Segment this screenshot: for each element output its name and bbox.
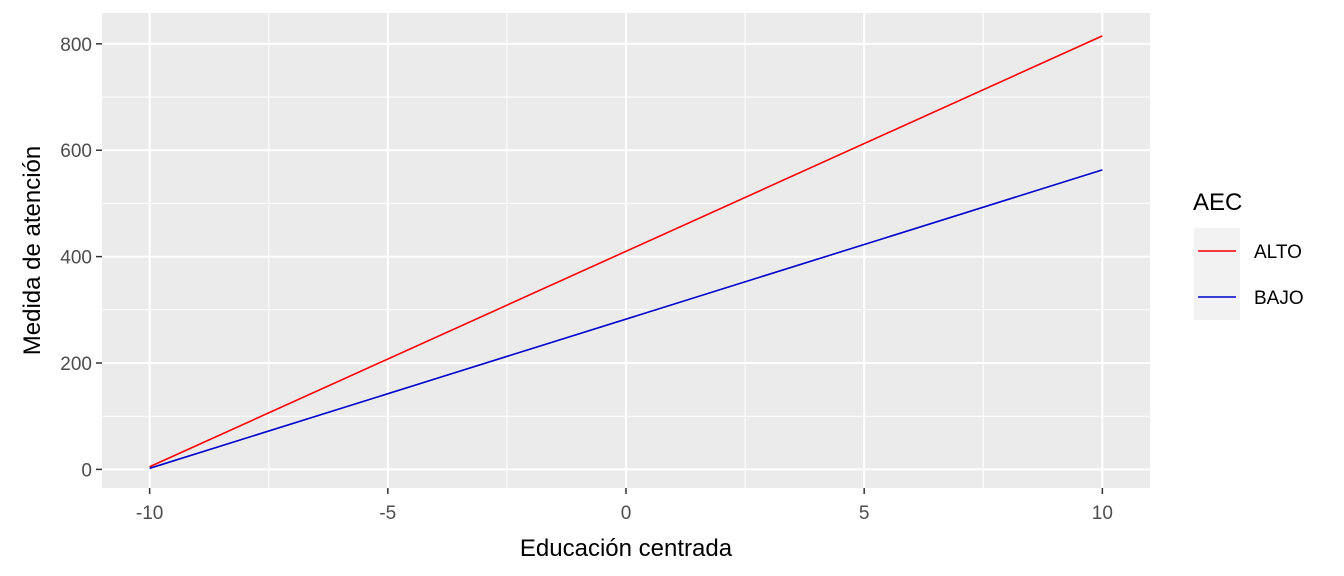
y-axis-ticks: 0 200 400 600 800 <box>60 35 102 481</box>
legend-items: ALTO BAJO <box>1198 242 1304 309</box>
y-tick-label: 200 <box>60 354 92 375</box>
x-tick-label: -10 <box>136 503 163 524</box>
x-axis-title: Educación centrada <box>520 535 733 562</box>
series-line-bajo <box>149 169 1103 470</box>
legend: AEC ALTO BAJO <box>1193 189 1304 320</box>
y-tick-label: 800 <box>60 35 92 56</box>
y-tick-label: 400 <box>60 248 92 269</box>
legend-keys-background <box>1194 228 1240 320</box>
x-tick-label: 0 <box>621 503 632 524</box>
x-axis-ticks: -10 -5 0 5 10 <box>136 488 1113 524</box>
series-lines <box>149 35 1103 470</box>
series-line-alto <box>149 35 1103 468</box>
legend-label-alto: ALTO <box>1254 242 1302 263</box>
y-tick-label: 600 <box>60 141 92 162</box>
y-tick-label: 0 <box>81 460 92 481</box>
y-axis-title: Medida de atención <box>19 146 46 355</box>
x-tick-label: 10 <box>1092 503 1113 524</box>
x-tick-label: 5 <box>859 503 870 524</box>
legend-label-bajo: BAJO <box>1254 288 1304 309</box>
x-tick-label: -5 <box>379 503 396 524</box>
legend-title: AEC <box>1193 189 1242 216</box>
